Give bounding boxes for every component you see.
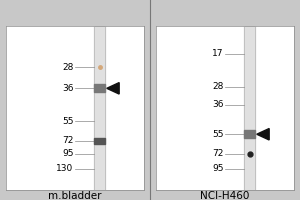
Bar (244, 26, 255, 190)
Polygon shape (107, 83, 119, 94)
Text: 95: 95 (212, 164, 224, 173)
Text: 55: 55 (62, 117, 74, 126)
Bar (94, 84, 105, 92)
Bar (244, 130, 255, 138)
Text: 28: 28 (62, 62, 74, 72)
Text: NCI-H460: NCI-H460 (200, 191, 250, 200)
Text: 55: 55 (212, 130, 224, 139)
Polygon shape (257, 129, 269, 140)
Text: 95: 95 (62, 149, 74, 158)
Text: 36: 36 (212, 100, 224, 109)
Text: m.bladder: m.bladder (48, 191, 102, 200)
Text: 28: 28 (212, 82, 224, 91)
Text: 36: 36 (62, 84, 74, 93)
Text: 130: 130 (56, 164, 74, 173)
Bar (94, 26, 105, 190)
Text: 72: 72 (62, 136, 74, 145)
Text: 72: 72 (212, 149, 224, 158)
Text: 17: 17 (212, 49, 224, 58)
Bar (94, 138, 105, 144)
